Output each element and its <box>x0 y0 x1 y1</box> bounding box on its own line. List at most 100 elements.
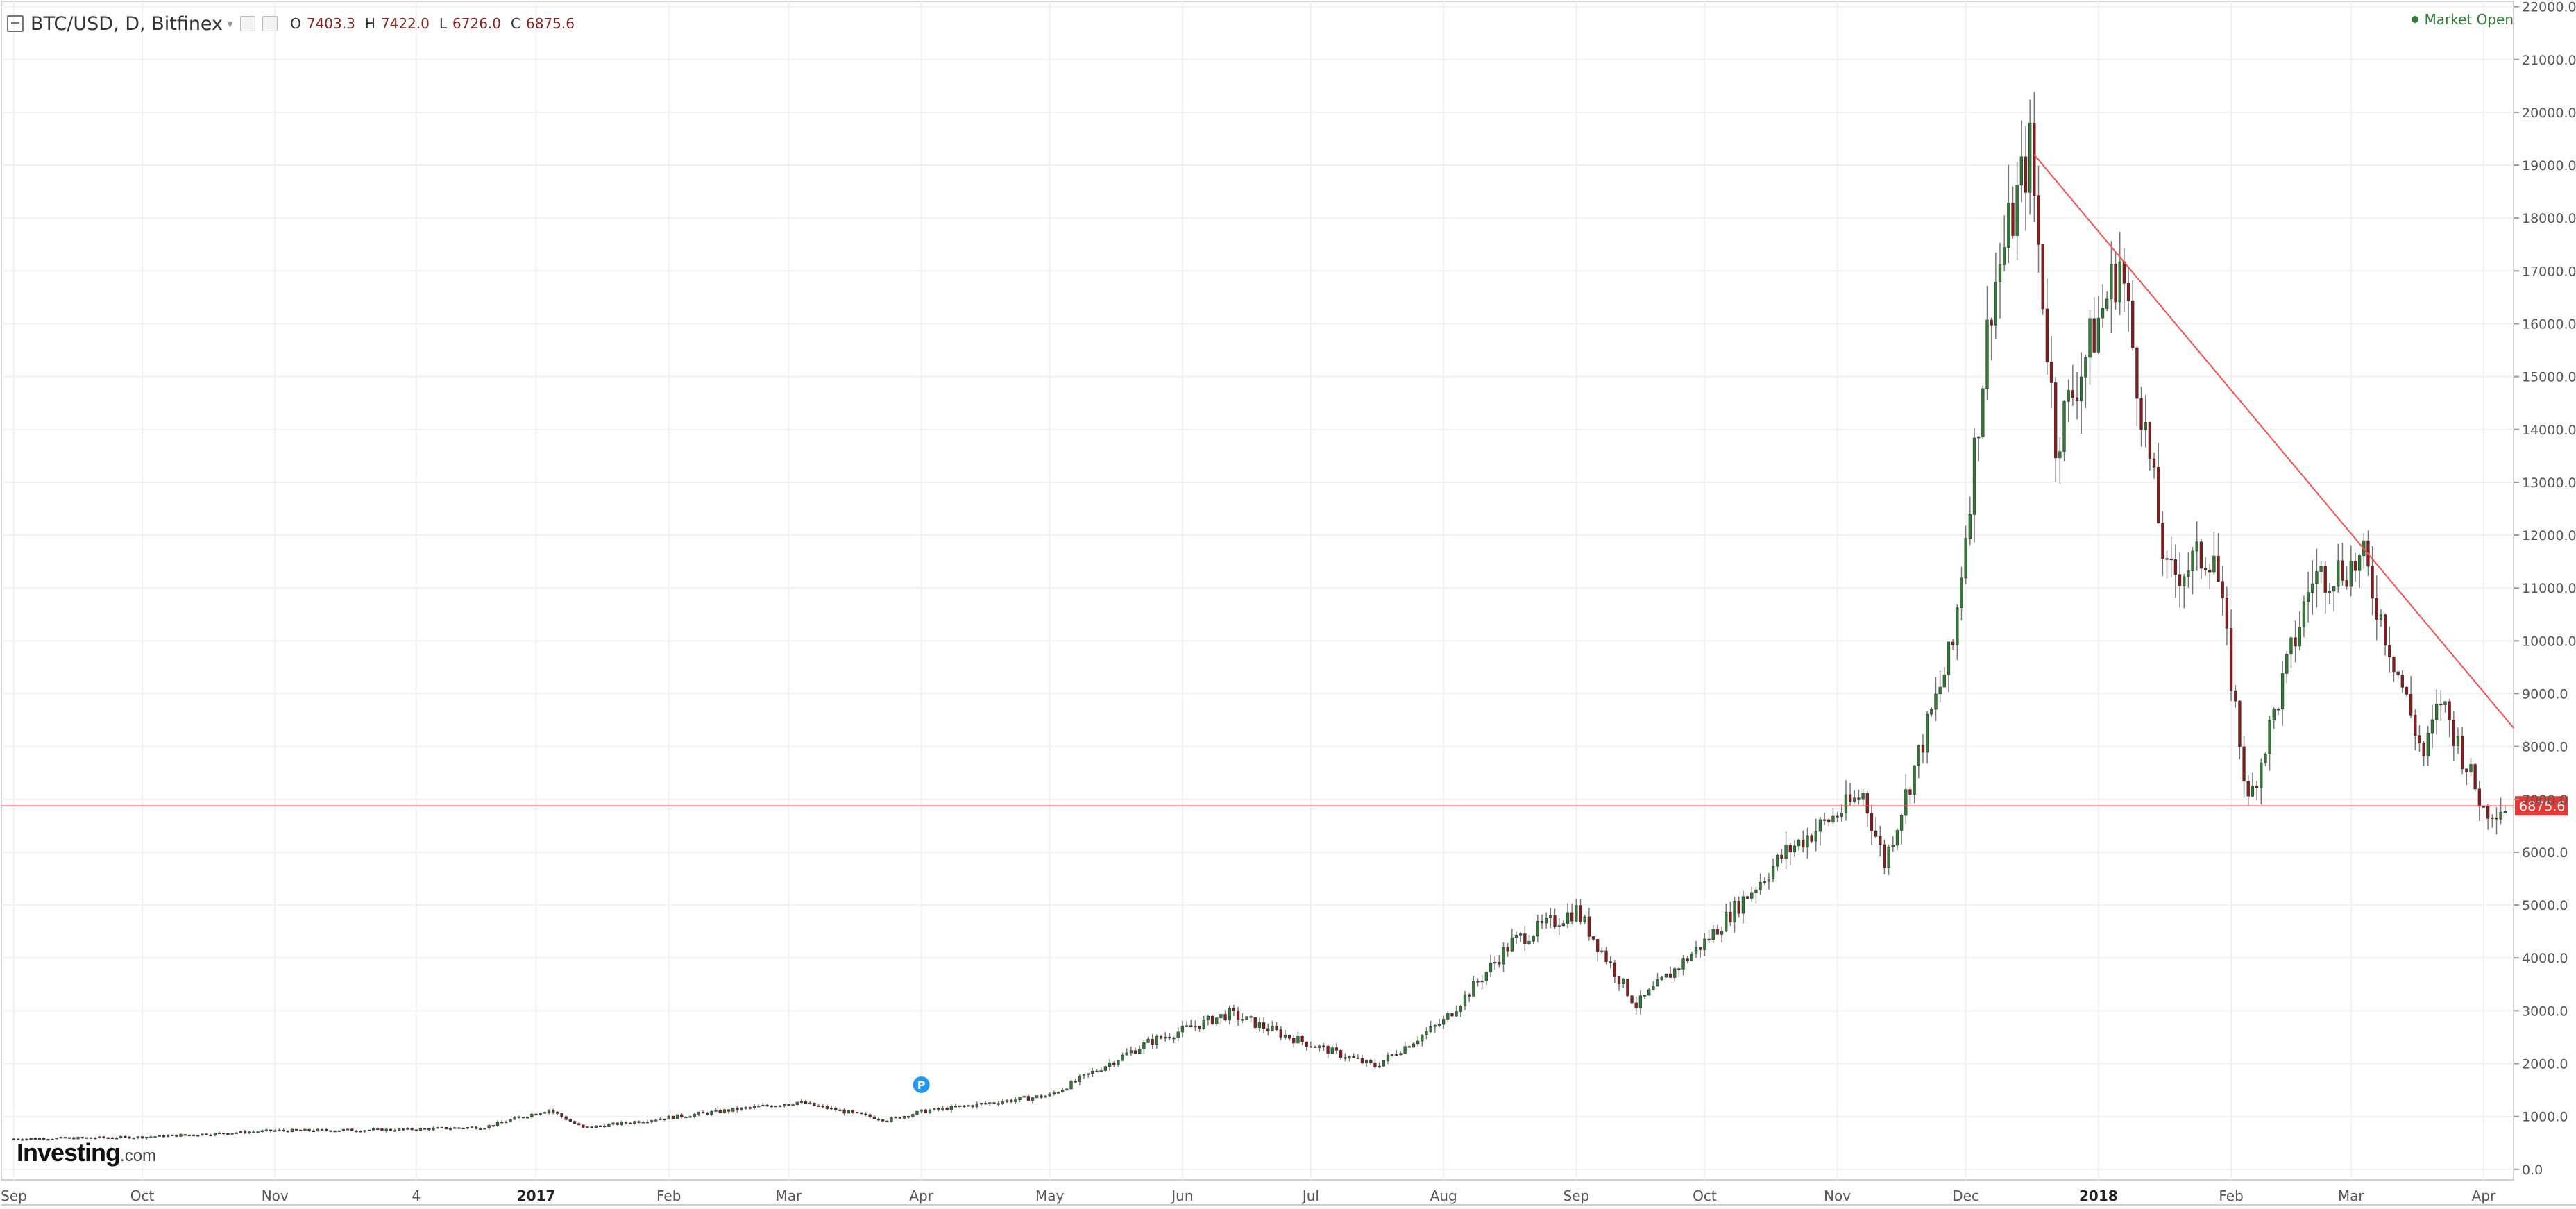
candle-up <box>2491 817 2494 819</box>
candle-up <box>1446 1013 1450 1020</box>
candle-down <box>813 1102 816 1106</box>
candle-up <box>1681 958 1685 970</box>
candle-up <box>2264 754 2267 763</box>
x-tick-label: 2018 <box>2079 1187 2118 1204</box>
candle-up <box>1694 947 1698 955</box>
candle-down <box>821 1106 824 1108</box>
candle-down <box>2375 598 2378 620</box>
candle-up <box>1814 831 1817 842</box>
candle-up <box>1014 1099 1017 1102</box>
candle-down <box>1570 912 1574 922</box>
candle-up <box>2118 261 2121 303</box>
candle-up <box>543 1112 546 1114</box>
candle-down <box>1287 1035 1291 1039</box>
candle-up <box>1489 963 1493 972</box>
candle-up <box>1934 693 1938 710</box>
candle-down <box>2400 675 2404 688</box>
settings-icon[interactable] <box>240 16 256 31</box>
candle-down <box>997 1103 1000 1105</box>
candle-up <box>791 1104 795 1106</box>
y-tick-label: 14000.0 <box>2522 423 2576 438</box>
candle-up <box>371 1128 375 1131</box>
candle-up <box>675 1114 679 1119</box>
candle-down <box>2152 458 2156 468</box>
candle-up <box>1968 514 1972 539</box>
candle-down <box>2383 614 2387 646</box>
candle-up <box>418 1128 423 1131</box>
candle-down <box>140 1136 144 1139</box>
candle-up <box>988 1102 992 1104</box>
x-tick-label: Apr <box>909 1187 933 1204</box>
candle-up <box>920 1109 923 1112</box>
candle-down <box>817 1105 820 1107</box>
candle-up <box>119 1135 123 1138</box>
candle-up <box>1035 1095 1039 1098</box>
candle-up <box>1378 1065 1381 1067</box>
candle-up <box>2469 764 2473 772</box>
candle-up <box>201 1133 204 1136</box>
investing-logo[interactable]: Investing.com <box>17 1138 156 1167</box>
candle-up <box>2311 583 2314 593</box>
price-tag <box>2515 796 2568 816</box>
close-value: 6875.6 <box>525 15 575 32</box>
candle-up <box>684 1116 688 1119</box>
candle-up <box>1622 979 1625 984</box>
candle-down <box>94 1138 97 1140</box>
candle-up <box>1052 1092 1056 1094</box>
candle-down <box>637 1121 641 1123</box>
visibility-icon[interactable] <box>262 16 278 31</box>
candle-down <box>380 1128 384 1131</box>
candle-down <box>2161 523 2164 559</box>
x-tick-label: Sep <box>1 1187 27 1204</box>
candle-up <box>509 1119 512 1122</box>
candle-up <box>333 1131 337 1133</box>
candle-up <box>1348 1056 1351 1058</box>
candle-down <box>992 1102 996 1104</box>
candle-down <box>1951 641 1955 645</box>
chevron-down-icon[interactable]: ▾ <box>227 16 234 31</box>
candle-down <box>1279 1029 1282 1038</box>
candle-up <box>1108 1063 1112 1067</box>
candle-up <box>2105 298 2109 309</box>
candle-down <box>1836 815 1839 818</box>
x-tick-label: May <box>1035 1187 1065 1204</box>
candle-down <box>1668 974 1672 978</box>
candle-up <box>1600 950 1604 952</box>
candle-up <box>470 1126 474 1128</box>
candle-down <box>2217 555 2220 582</box>
candle-down <box>2045 308 2049 362</box>
candle-down <box>1613 962 1617 977</box>
candle-up <box>1364 1060 1368 1063</box>
candle-up <box>611 1122 615 1125</box>
candle-up <box>252 1131 255 1133</box>
candle-up <box>1532 936 1535 942</box>
candle-up <box>2357 555 2362 571</box>
symbol-label[interactable]: BTC/USD, D, Bitfinex <box>31 12 223 35</box>
candle-up <box>1725 911 1728 932</box>
candle-up <box>1977 436 1981 439</box>
candle-up <box>132 1138 135 1140</box>
x-tick-label: Oct <box>130 1187 155 1204</box>
candle-down <box>205 1133 208 1135</box>
candle-up <box>1416 1040 1420 1045</box>
candle-up <box>1652 986 1655 990</box>
x-tick-label: Sep <box>1564 1187 1590 1204</box>
candle-down <box>1596 939 1600 952</box>
candle-up <box>2285 654 2289 674</box>
x-tick-label: Jul <box>1301 1187 1319 1204</box>
candle-up <box>795 1101 799 1105</box>
y-tick-label: 8000.0 <box>2522 740 2568 755</box>
candle-down <box>886 1120 889 1123</box>
candle-up <box>1575 905 1578 922</box>
candle-down <box>2345 580 2348 587</box>
candle-down <box>2203 568 2208 570</box>
candle-down <box>1262 1022 1266 1029</box>
candle-up <box>68 1137 71 1139</box>
y-tick-label: 13000.0 <box>2522 475 2576 491</box>
collapse-icon[interactable] <box>7 15 24 32</box>
candle-up <box>1082 1074 1086 1076</box>
x-tick-label: Mar <box>776 1187 803 1204</box>
candle-down <box>2157 466 2160 523</box>
